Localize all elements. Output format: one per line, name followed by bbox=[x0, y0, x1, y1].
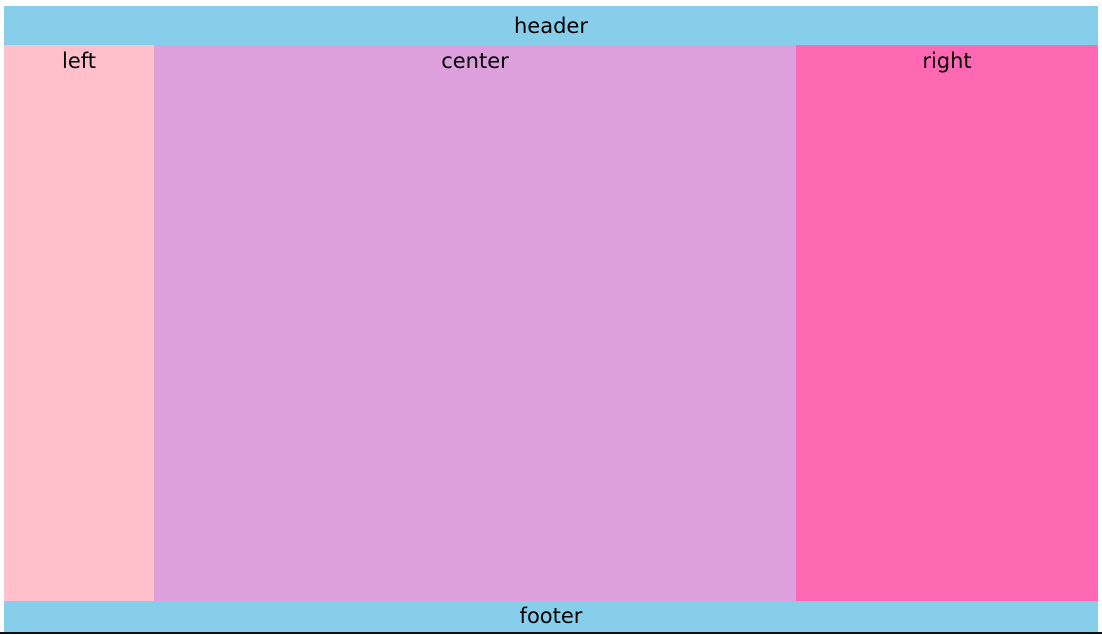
layout-container: header left center right footer bbox=[4, 6, 1098, 632]
right-column-label: right bbox=[922, 49, 972, 73]
footer-label: footer bbox=[519, 604, 583, 628]
left-column: left bbox=[4, 45, 154, 601]
bottom-divider bbox=[0, 632, 1102, 634]
main-row: left center right bbox=[4, 45, 1098, 601]
right-column: right bbox=[796, 45, 1098, 601]
header-label: header bbox=[514, 13, 588, 38]
center-column-label: center bbox=[441, 49, 509, 73]
footer-bar: footer bbox=[4, 601, 1098, 632]
center-column: center bbox=[154, 45, 796, 601]
header-bar: header bbox=[4, 6, 1098, 45]
left-column-label: left bbox=[61, 49, 96, 73]
